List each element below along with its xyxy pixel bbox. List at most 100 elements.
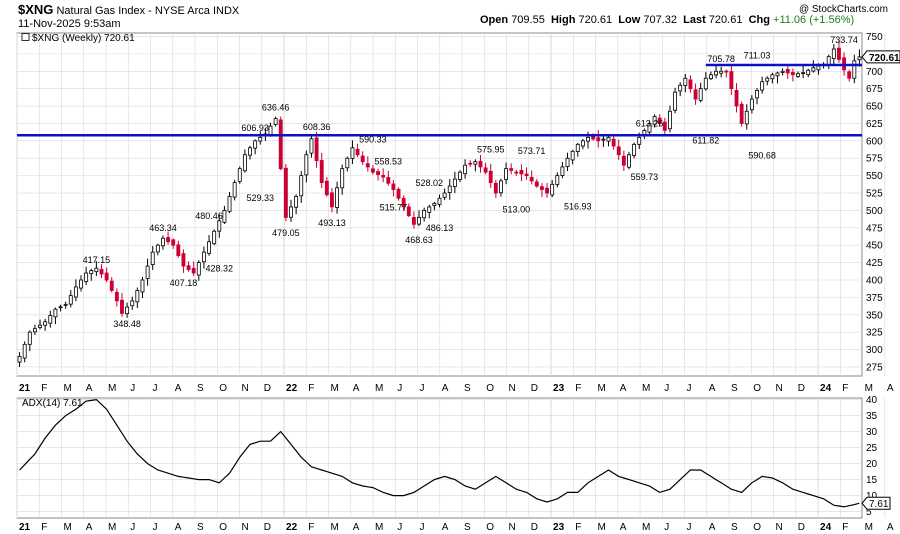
candle-body: [253, 140, 258, 149]
candle-body: [155, 244, 160, 253]
candle-body: [53, 308, 58, 318]
y-tick-label: 600: [866, 136, 883, 147]
x-tick-label: M: [598, 522, 606, 533]
x-tick-label: A: [709, 522, 716, 533]
y-tick-label: 525: [866, 189, 883, 200]
candle-body: [565, 157, 570, 167]
candle-body: [150, 251, 155, 265]
adx-last-tag: [861, 496, 891, 510]
x-tick-label: M: [64, 522, 72, 533]
candle-body: [232, 182, 237, 198]
y-tick-label: 675: [866, 84, 883, 95]
candle-body: [596, 137, 601, 142]
candle-body: [212, 230, 217, 245]
candle-body: [627, 154, 631, 168]
candle-body: [790, 72, 795, 76]
candle-body: [48, 315, 53, 324]
x-tick-label: D: [264, 522, 271, 533]
price-annotation: 711.03: [744, 51, 771, 61]
candle-body: [785, 68, 790, 74]
candle-body: [391, 183, 396, 190]
x-tick-label: F: [41, 383, 47, 394]
candle-body: [703, 77, 708, 90]
x-tick-label: O: [753, 383, 761, 394]
candle-body: [698, 88, 703, 101]
candle-body: [176, 244, 181, 257]
price-annotation: 463.34: [149, 223, 177, 233]
price-annotation: 348.48: [113, 319, 141, 329]
chg-value: +11.06 (+1.56%): [773, 14, 855, 26]
x-tick-label: A: [353, 522, 360, 533]
candle-body: [191, 267, 196, 274]
candle-body: [729, 71, 734, 90]
x-tick-label: A: [442, 383, 449, 394]
candle-body: [171, 239, 176, 246]
x-tick-label: A: [353, 383, 360, 394]
x-tick-label: M: [375, 522, 383, 533]
candle-body: [504, 168, 509, 180]
candle-body: [135, 290, 140, 303]
y-tick-label: 400: [866, 275, 883, 286]
candle-body: [411, 217, 416, 225]
candle-body: [683, 77, 688, 86]
candle-body: [43, 321, 48, 326]
price-annotation: 733.74: [830, 35, 858, 45]
x-tick-label: M: [331, 383, 339, 394]
y-tick-label: 750: [866, 32, 883, 43]
x-tick-label: A: [175, 522, 182, 533]
y-tick-label: 375: [866, 293, 883, 304]
candle-body: [744, 110, 749, 125]
candle-body: [294, 196, 299, 208]
x-tick-label: F: [842, 383, 848, 394]
high-value: 720.61: [578, 14, 613, 26]
y-tick-label: 350: [866, 310, 883, 321]
candle-body: [796, 73, 800, 77]
price-annotation: 611.82: [692, 136, 719, 146]
x-tick-label: D: [264, 383, 271, 394]
x-tick-label: O: [753, 522, 761, 533]
price-annotation: 590.33: [359, 135, 387, 145]
x-tick-label: N: [776, 522, 783, 533]
x-tick-label: N: [242, 522, 249, 533]
candle-body: [63, 303, 68, 306]
x-tick-label: S: [731, 522, 738, 533]
x-tick-label: J: [687, 522, 692, 533]
candle-body: [114, 291, 119, 302]
candle-body: [99, 268, 104, 275]
open-label: Open: [480, 14, 509, 26]
x-tick-label: 21: [19, 383, 31, 394]
candle-body: [780, 70, 785, 73]
candle-body: [145, 265, 150, 279]
candle-body: [217, 220, 222, 232]
price-annotation: 705.78: [707, 54, 735, 64]
price-annotation: 479.05: [272, 228, 300, 238]
candle-body: [678, 84, 683, 92]
candle-body: [693, 89, 698, 100]
candle-body: [242, 154, 247, 172]
chart-title: $XNG Natural Gas Index - NYSE Arca INDX: [18, 3, 239, 18]
x-tick-label: 24: [820, 522, 832, 533]
candle-body: [493, 182, 498, 194]
candle-body: [673, 91, 678, 111]
y-tick-label: 700: [866, 67, 883, 78]
candle-body: [314, 137, 319, 162]
candle-body: [806, 69, 811, 76]
candle-body: [130, 300, 135, 307]
candle-body: [801, 72, 806, 75]
candle-body: [227, 196, 232, 212]
price-annotation: 559.73: [631, 172, 659, 182]
y-tick-label: 625: [866, 119, 883, 130]
candle-body: [611, 138, 616, 147]
candle-body: [27, 331, 32, 345]
adx-legend: ADX(14) 7.61: [22, 398, 83, 409]
candle-body: [350, 147, 355, 159]
candle-body: [386, 177, 391, 184]
candle-body: [401, 197, 406, 208]
candle-body: [278, 119, 283, 170]
candle-body: [104, 272, 109, 281]
y-tick-label: 450: [866, 241, 883, 252]
x-tick-label: 21: [19, 522, 31, 533]
candle-body: [406, 206, 411, 217]
y-tick-label: 425: [866, 258, 883, 269]
x-tick-label: N: [509, 383, 516, 394]
